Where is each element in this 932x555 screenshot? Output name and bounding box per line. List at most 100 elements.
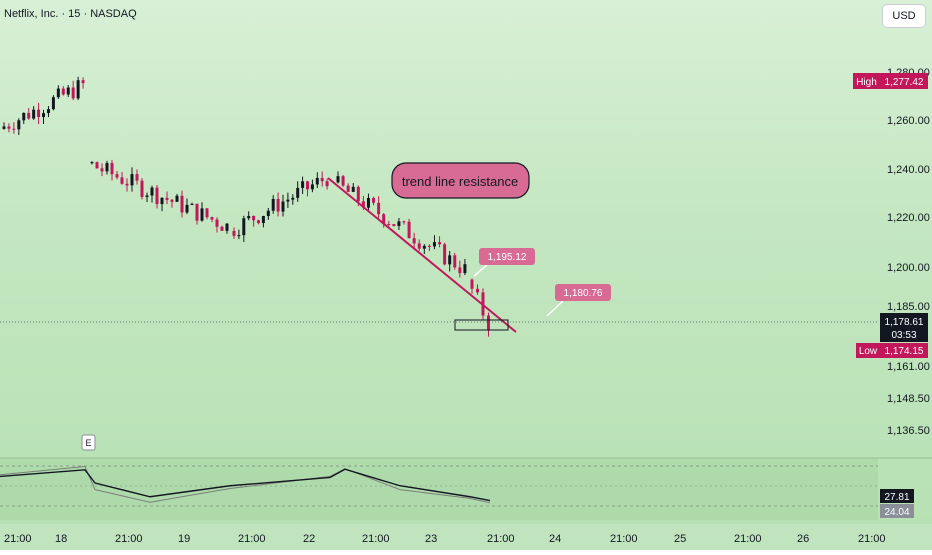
candle-body[interactable] <box>237 235 241 237</box>
candle-body[interactable] <box>463 264 467 274</box>
candle-body[interactable] <box>412 238 416 244</box>
candle-body[interactable] <box>382 214 386 225</box>
candle-body[interactable] <box>100 168 104 172</box>
candle-body[interactable] <box>220 226 224 231</box>
candle-body[interactable] <box>120 177 124 184</box>
candle-body[interactable] <box>105 163 109 172</box>
candle-body[interactable] <box>301 181 305 188</box>
candle-body[interactable] <box>392 224 396 226</box>
candle-body[interactable] <box>190 203 194 205</box>
candle-body[interactable] <box>51 97 55 110</box>
candle-body[interactable] <box>417 243 421 249</box>
candle-body[interactable] <box>257 220 260 223</box>
candle-body[interactable] <box>185 204 189 213</box>
candle-body[interactable] <box>281 201 285 212</box>
candle-body[interactable] <box>397 221 401 226</box>
candle-body[interactable] <box>32 109 36 119</box>
candle-body[interactable] <box>336 176 340 183</box>
candle-body[interactable] <box>225 223 229 231</box>
candle-body[interactable] <box>110 163 114 175</box>
candle-body[interactable] <box>205 208 209 218</box>
candle-body[interactable] <box>17 120 21 130</box>
candle-body[interactable] <box>160 197 164 205</box>
candle-body[interactable] <box>271 198 275 211</box>
candle-body[interactable] <box>407 221 411 239</box>
candle-body[interactable] <box>346 185 350 192</box>
candle-body[interactable] <box>135 174 139 181</box>
candle-body[interactable] <box>361 201 365 208</box>
candle-body[interactable] <box>261 216 265 223</box>
currency-button[interactable]: USD <box>882 4 926 28</box>
earnings-marker[interactable]: E <box>81 434 96 451</box>
candle-body[interactable] <box>315 177 319 185</box>
candle-body[interactable] <box>448 255 452 265</box>
candle-body[interactable] <box>200 208 204 221</box>
candle-body[interactable] <box>61 88 65 95</box>
candle-body[interactable] <box>356 186 360 202</box>
price-label-1[interactable]: 1,195.12 <box>473 248 535 277</box>
candle-body[interactable] <box>140 180 144 197</box>
candle-body[interactable] <box>242 218 246 236</box>
candle-body[interactable] <box>351 186 355 192</box>
candle-body[interactable] <box>458 267 462 274</box>
candle-body[interactable] <box>66 87 70 95</box>
candle-body[interactable] <box>341 176 345 186</box>
candle-body[interactable] <box>325 181 329 187</box>
candle-body[interactable] <box>170 199 174 202</box>
candle-body[interactable] <box>56 88 60 98</box>
candle-body[interactable] <box>210 217 214 220</box>
candle-body[interactable] <box>2 126 6 129</box>
candle-body[interactable] <box>247 216 251 219</box>
candle-body[interactable] <box>90 162 94 164</box>
candle-body[interactable] <box>276 198 280 212</box>
candle-body[interactable] <box>165 197 169 200</box>
candle-body[interactable] <box>232 230 236 236</box>
candle-body[interactable] <box>443 244 447 265</box>
candle-body[interactable] <box>125 183 129 186</box>
candle-body[interactable] <box>320 177 324 182</box>
candle-body[interactable] <box>27 112 31 119</box>
trend-callout[interactable]: trend line resistance <box>391 162 530 199</box>
candle-body[interactable] <box>286 199 290 202</box>
candle-body[interactable] <box>402 221 406 223</box>
candle-body[interactable] <box>46 109 50 114</box>
candle-body[interactable] <box>266 210 270 217</box>
candle-body[interactable] <box>115 174 119 178</box>
candle-body[interactable] <box>487 315 490 331</box>
price-label-2[interactable]: 1,180.76 <box>546 284 611 317</box>
candle-body[interactable] <box>387 224 391 226</box>
candle-body[interactable] <box>37 109 41 118</box>
candle-body[interactable] <box>175 195 179 202</box>
candle-body[interactable] <box>155 187 159 205</box>
candle-body[interactable] <box>291 197 295 200</box>
candle-body[interactable] <box>7 126 11 129</box>
candle-body[interactable] <box>71 87 75 99</box>
candle-body[interactable] <box>432 242 436 247</box>
candle-body[interactable] <box>180 195 184 213</box>
candle-body[interactable] <box>252 216 256 221</box>
candle-body[interactable] <box>476 288 479 293</box>
candle-body[interactable] <box>95 162 99 169</box>
candle-body[interactable] <box>76 80 80 99</box>
candle-body[interactable] <box>377 202 381 215</box>
candle-body[interactable] <box>470 279 474 289</box>
candle-body[interactable] <box>296 187 300 198</box>
indicator-pane[interactable]: 27.81 24.04 <box>0 457 932 520</box>
candle-body[interactable] <box>195 203 199 221</box>
candle-body[interactable] <box>81 80 85 84</box>
candle-body[interactable] <box>22 112 26 121</box>
consolidation-box[interactable] <box>454 319 509 331</box>
candle-body[interactable] <box>12 128 16 130</box>
candle-body[interactable] <box>150 187 154 196</box>
candle-body[interactable] <box>438 242 442 245</box>
candle-body[interactable] <box>453 255 457 268</box>
candle-body[interactable] <box>366 197 370 208</box>
time-axis[interactable]: 21:00 18 21:00 19 21:00 22 21:00 23 21:0… <box>0 524 932 550</box>
candle-body[interactable] <box>310 184 314 190</box>
candle-body[interactable] <box>130 174 134 186</box>
trend-line[interactable] <box>327 177 517 333</box>
price-axis[interactable]: 1,280.00 1,260.00 1,240.00 1,220.00 1,20… <box>887 67 930 437</box>
candle-body[interactable] <box>306 181 309 190</box>
candle-body[interactable] <box>42 113 46 118</box>
